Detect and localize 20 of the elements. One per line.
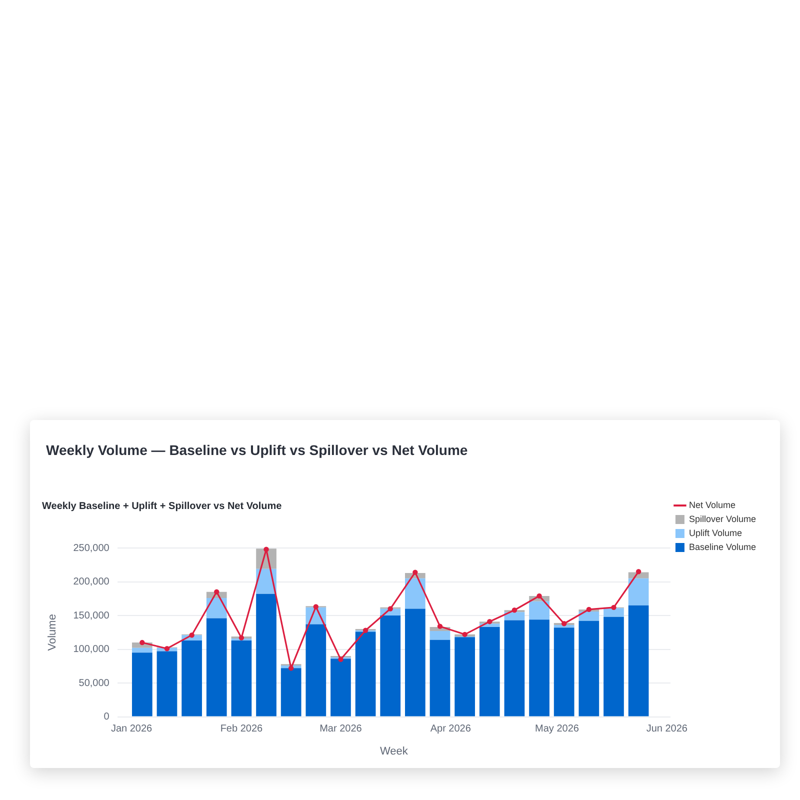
chart-title: Weekly Volume — Baseline vs Uplift vs Spillover vs Net Volume xyxy=(46,442,468,458)
x-tick-label: Feb 2026 xyxy=(220,724,264,735)
y-axis-title: Volume xyxy=(46,614,59,651)
x-tick-label: Jun 2026 xyxy=(646,724,688,735)
legend-label: Baseline Volume xyxy=(688,542,756,552)
y-tick-label: 50,000 xyxy=(78,678,110,689)
y-tick-label: 0 xyxy=(104,712,110,723)
y-tick-label: 100,000 xyxy=(73,644,110,656)
legend-label: Spillover Volume xyxy=(688,514,756,524)
legend-label: Net Volume xyxy=(688,500,736,510)
chart-subtitle: Weekly Baseline + Uplift + Spillover vs Net Volume xyxy=(42,500,282,512)
x-tick-label: Jan 2026 xyxy=(110,724,153,735)
x-tick-label: Apr 2026 xyxy=(430,724,472,735)
x-axis-title: Week xyxy=(380,745,408,758)
x-tick-label: May 2026 xyxy=(535,724,580,735)
y-tick-label: 250,000 xyxy=(73,542,110,554)
y-tick-label: 200,000 xyxy=(73,576,110,588)
x-tick-label: Mar 2026 xyxy=(320,724,362,735)
legend-label: Uplift Volume xyxy=(688,528,742,538)
y-tick-label: 150,000 xyxy=(73,610,110,622)
